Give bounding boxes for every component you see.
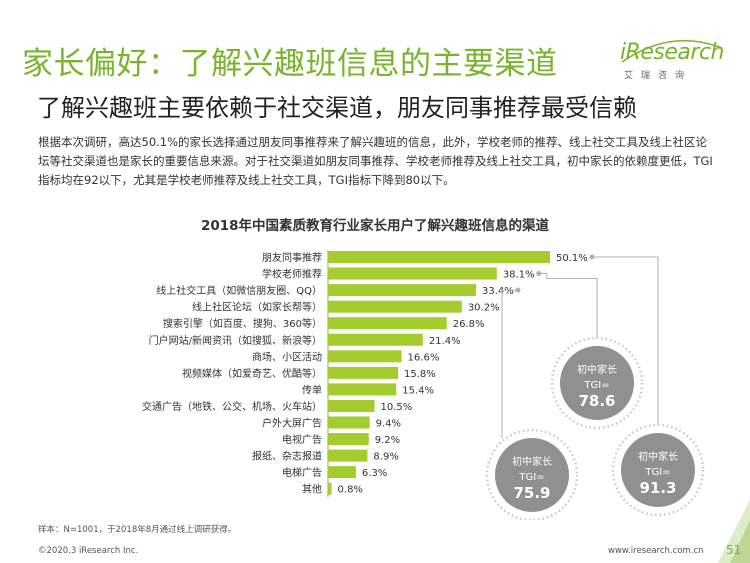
bar bbox=[328, 284, 476, 297]
tgi-group-label: 初中家长 bbox=[638, 450, 678, 463]
category-label: 学校老师推荐 bbox=[262, 268, 322, 281]
site-url: www.iresearch.com.cn bbox=[608, 546, 704, 556]
tgi-metric-label: TGI= bbox=[644, 467, 670, 478]
bar bbox=[328, 449, 368, 462]
sample-note: 样本：N=1001，于2018年8月通过线上调研获得。 bbox=[38, 525, 237, 535]
iresearch-logo: iResearch 艾瑞咨询 bbox=[620, 39, 725, 84]
category-label: 报纸、杂志报道 bbox=[252, 450, 322, 463]
logo-arc-icon bbox=[621, 39, 723, 63]
tgi-ring bbox=[550, 336, 644, 430]
chart-title: 2018年中国素质教育行业家长用户了解兴趣班信息的渠道 bbox=[200, 218, 550, 234]
category-label: 传单 bbox=[302, 384, 322, 396]
tgi-ring bbox=[485, 428, 579, 520]
bar bbox=[328, 482, 332, 495]
tgi-group-label: 初中家长 bbox=[512, 455, 552, 468]
tgi-connector bbox=[501, 289, 518, 438]
intro-paragraph: 根据本次调研，高达50.1%的家长选择通过朋友同事推荐来了解兴趣班的信息，此外，… bbox=[38, 135, 713, 187]
bar bbox=[328, 267, 497, 280]
bar bbox=[328, 317, 447, 330]
tgi-group-label: 初中家长 bbox=[577, 363, 617, 376]
tgi-circle bbox=[560, 346, 634, 420]
value-label: 10.5% bbox=[381, 402, 413, 413]
value-label: 6.3% bbox=[362, 468, 387, 479]
value-label: 26.8% bbox=[453, 319, 485, 330]
category-label: 交通广告（地铁、公交、机场、火车站） bbox=[142, 400, 322, 413]
copyright: ©2020.3 iResearch Inc. bbox=[38, 546, 139, 556]
connector-dot bbox=[536, 271, 542, 277]
connector-dot bbox=[515, 287, 521, 293]
category-label: 户外大屏广告 bbox=[262, 417, 322, 430]
bar bbox=[328, 433, 369, 446]
value-label: 15.4% bbox=[402, 385, 434, 396]
value-label: 33.4% bbox=[482, 286, 514, 297]
value-label: 21.4% bbox=[429, 336, 461, 347]
tgi-value: 75.9 bbox=[513, 484, 550, 502]
value-label: 0.8% bbox=[338, 485, 363, 496]
category-label: 商场、小区活动 bbox=[252, 350, 322, 363]
bar bbox=[328, 300, 462, 313]
value-label: 15.8% bbox=[404, 369, 436, 380]
bar bbox=[328, 366, 399, 379]
category-label: 搜索引擎（如百度、搜狗、360等） bbox=[163, 317, 322, 330]
bar bbox=[328, 466, 356, 479]
tgi-value: 91.3 bbox=[639, 479, 676, 497]
bar-chart: 朋友同事推荐 50.1% 学校老师推荐 38.1% 线上社交工具（如微信朋友圈、QQ） 3… bbox=[142, 250, 705, 520]
page-subtitle: 了解兴趣班主要依赖于社交渠道，朋友同事推荐最受信赖 bbox=[37, 94, 637, 122]
connector-dot bbox=[589, 254, 595, 260]
bar bbox=[328, 251, 550, 263]
logo-wordmark: iResearch bbox=[620, 40, 725, 65]
value-label: 9.2% bbox=[375, 435, 400, 446]
category-label: 其他 bbox=[302, 483, 322, 496]
tgi-connector bbox=[592, 256, 659, 425]
value-label: 8.9% bbox=[373, 452, 398, 463]
tgi-connector bbox=[538, 273, 598, 338]
bar bbox=[328, 416, 370, 429]
bar bbox=[328, 383, 397, 396]
bar bbox=[328, 333, 423, 346]
category-label: 朋友同事推荐 bbox=[262, 251, 322, 264]
tgi-circle bbox=[495, 438, 569, 512]
tgi-circle bbox=[621, 433, 695, 507]
logo-subtext: 艾瑞咨询 bbox=[624, 71, 693, 81]
page-title: 家长偏好：了解兴趣班信息的主要渠道 bbox=[22, 46, 558, 82]
value-label: 16.6% bbox=[408, 352, 440, 363]
value-label: 9.4% bbox=[376, 419, 401, 430]
category-label: 电视广告 bbox=[282, 433, 322, 446]
value-label: 38.1% bbox=[503, 270, 535, 281]
category-label: 线上社区论坛（如家长帮等） bbox=[192, 301, 322, 314]
tgi-metric-label: TGI= bbox=[583, 380, 609, 391]
bar bbox=[328, 399, 375, 412]
tgi-value: 78.6 bbox=[578, 392, 615, 410]
value-label: 30.2% bbox=[468, 303, 500, 314]
page-number: 51 bbox=[726, 543, 742, 557]
category-label: 电梯广告 bbox=[282, 466, 322, 479]
value-label: 50.1% bbox=[556, 253, 588, 264]
category-label: 线上社交工具（如微信朋友圈、QQ） bbox=[156, 284, 322, 297]
tgi-ring bbox=[611, 423, 705, 517]
tgi-metric-label: TGI= bbox=[518, 472, 544, 483]
category-label: 门户网站/新闻资讯（如搜狐、新浪等） bbox=[149, 334, 322, 347]
category-label: 视频媒体（如爱奇艺、优酷等） bbox=[182, 367, 322, 380]
bar bbox=[328, 350, 402, 363]
corner-decoration-icon bbox=[718, 500, 750, 563]
